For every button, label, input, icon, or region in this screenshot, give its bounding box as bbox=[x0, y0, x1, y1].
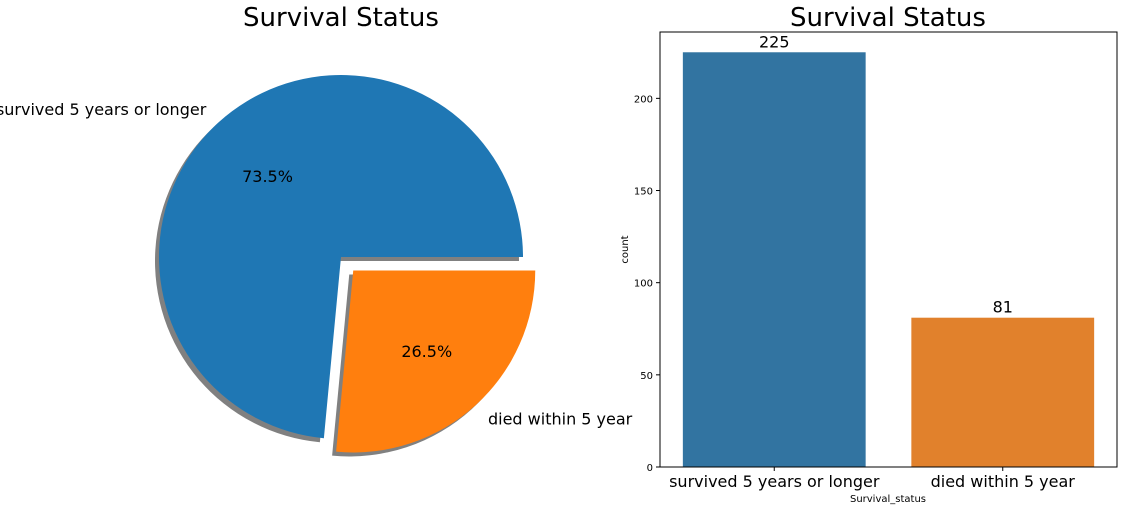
bar bbox=[682, 52, 866, 468]
bar-title: Survival Status bbox=[790, 3, 986, 33]
bar-value-label: 225 bbox=[759, 32, 790, 51]
y-axis-label: count bbox=[620, 235, 631, 263]
bar-chart: Survival Status 225 survived 5 years or l… bbox=[620, 3, 1118, 505]
pie-title: Survival Status bbox=[243, 3, 439, 33]
pie-percent-label: 73.5% bbox=[242, 167, 293, 186]
bar-value-label: 81 bbox=[993, 298, 1013, 317]
pie-slice bbox=[159, 75, 523, 439]
x-tick-label: died within 5 year bbox=[931, 472, 1076, 491]
pie-category-label: survived 5 years or longer bbox=[0, 100, 207, 119]
y-tick-label: 0 bbox=[647, 463, 653, 474]
pie-category-label: died within 5 year bbox=[488, 410, 633, 429]
x-axis-label: Survival_status bbox=[850, 494, 926, 505]
pie-slice bbox=[336, 270, 536, 453]
pie-chart: Survival Status 73.5% 26.5% survived 5 yea… bbox=[0, 3, 633, 457]
plot-frame bbox=[659, 31, 1118, 468]
bar bbox=[911, 317, 1095, 467]
pie-percent-label: 26.5% bbox=[401, 342, 452, 361]
y-tick-label: 200 bbox=[634, 94, 653, 105]
y-tick-label: 100 bbox=[634, 279, 653, 290]
y-tick-label: 150 bbox=[634, 187, 653, 198]
y-tick-label: 50 bbox=[640, 371, 653, 382]
x-tick-label: survived 5 years or longer bbox=[669, 472, 880, 491]
